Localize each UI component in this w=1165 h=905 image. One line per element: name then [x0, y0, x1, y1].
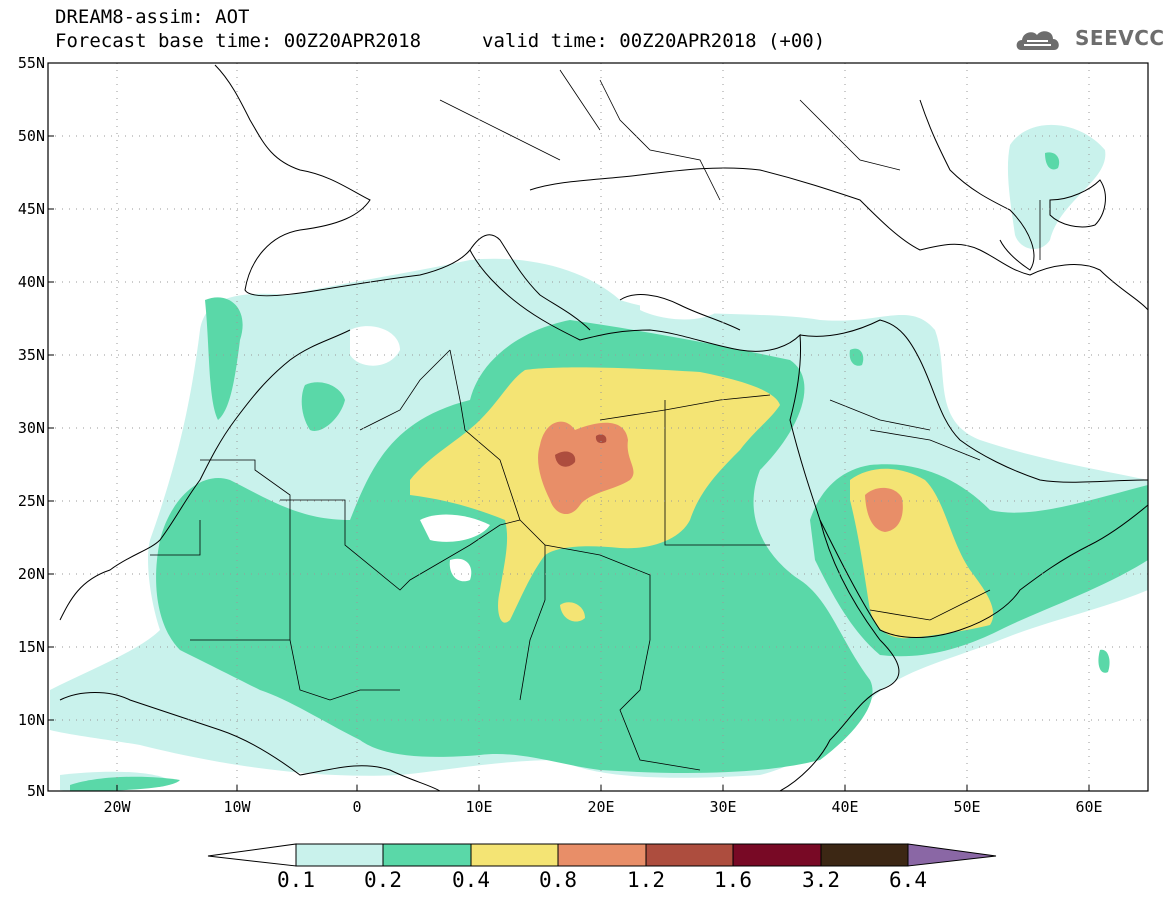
lat-label-55n: 55N — [17, 54, 45, 72]
borders — [150, 69, 1041, 771]
colorbar-label-0.4: 0.4 — [452, 868, 490, 892]
lon-label-60e: 60E — [1075, 798, 1103, 816]
colorbar-label-0.1: 0.1 — [277, 868, 315, 892]
lon-label-10e: 10E — [465, 798, 493, 816]
forecast-base-time: Forecast base time: 00Z20APR2018 — [55, 30, 422, 52]
lon-label-20e: 20E — [587, 798, 615, 816]
aot-shading-1.2 — [555, 434, 607, 467]
logo-text: SEEVCCC — [1075, 26, 1165, 50]
colorbar-label-6.4: 6.4 — [889, 868, 927, 892]
lat-label-15n: 15N — [17, 638, 45, 656]
lon-label-10w: 10W — [223, 798, 251, 816]
colorbar-label-0.2: 0.2 — [364, 868, 402, 892]
lon-label-0: 0 — [352, 798, 362, 816]
map-frame — [47, 62, 1149, 792]
lon-label-40e: 40E — [831, 798, 859, 816]
lat-label-25n: 25N — [17, 492, 45, 510]
lon-label-50e: 50E — [953, 798, 981, 816]
lat-label-5n: 5N — [26, 782, 45, 800]
aot-clear-patches — [350, 294, 720, 582]
lat-label-10n: 10N — [17, 711, 45, 729]
lat-label-30n: 30N — [17, 419, 45, 437]
aot-shading-0.8 — [538, 421, 903, 532]
lat-label-40n: 40N — [17, 273, 45, 291]
lon-label-30e: 30E — [709, 798, 737, 816]
cloud-icon — [1016, 31, 1059, 50]
coastlines — [59, 64, 1148, 791]
lon-label-20w: 20W — [103, 798, 131, 816]
colorbar-label-1.6: 1.6 — [714, 868, 752, 892]
colorbar-label-0.8: 0.8 — [539, 868, 577, 892]
seevccc-logo — [1016, 31, 1059, 50]
valid-time: valid time: 00Z20APR2018 (+00) — [482, 30, 826, 52]
lat-label-20n: 20N — [17, 565, 45, 583]
colorbar-label-3.2: 3.2 — [802, 868, 840, 892]
colorbar-label-1.2: 1.2 — [627, 868, 665, 892]
lat-label-45n: 45N — [17, 200, 45, 218]
map-title: DREAM8-assim: AOT — [55, 6, 250, 28]
lat-label-35n: 35N — [17, 346, 45, 364]
axis-ticks — [48, 62, 1090, 792]
lat-label-50n: 50N — [17, 127, 45, 145]
graticule — [48, 63, 1148, 791]
